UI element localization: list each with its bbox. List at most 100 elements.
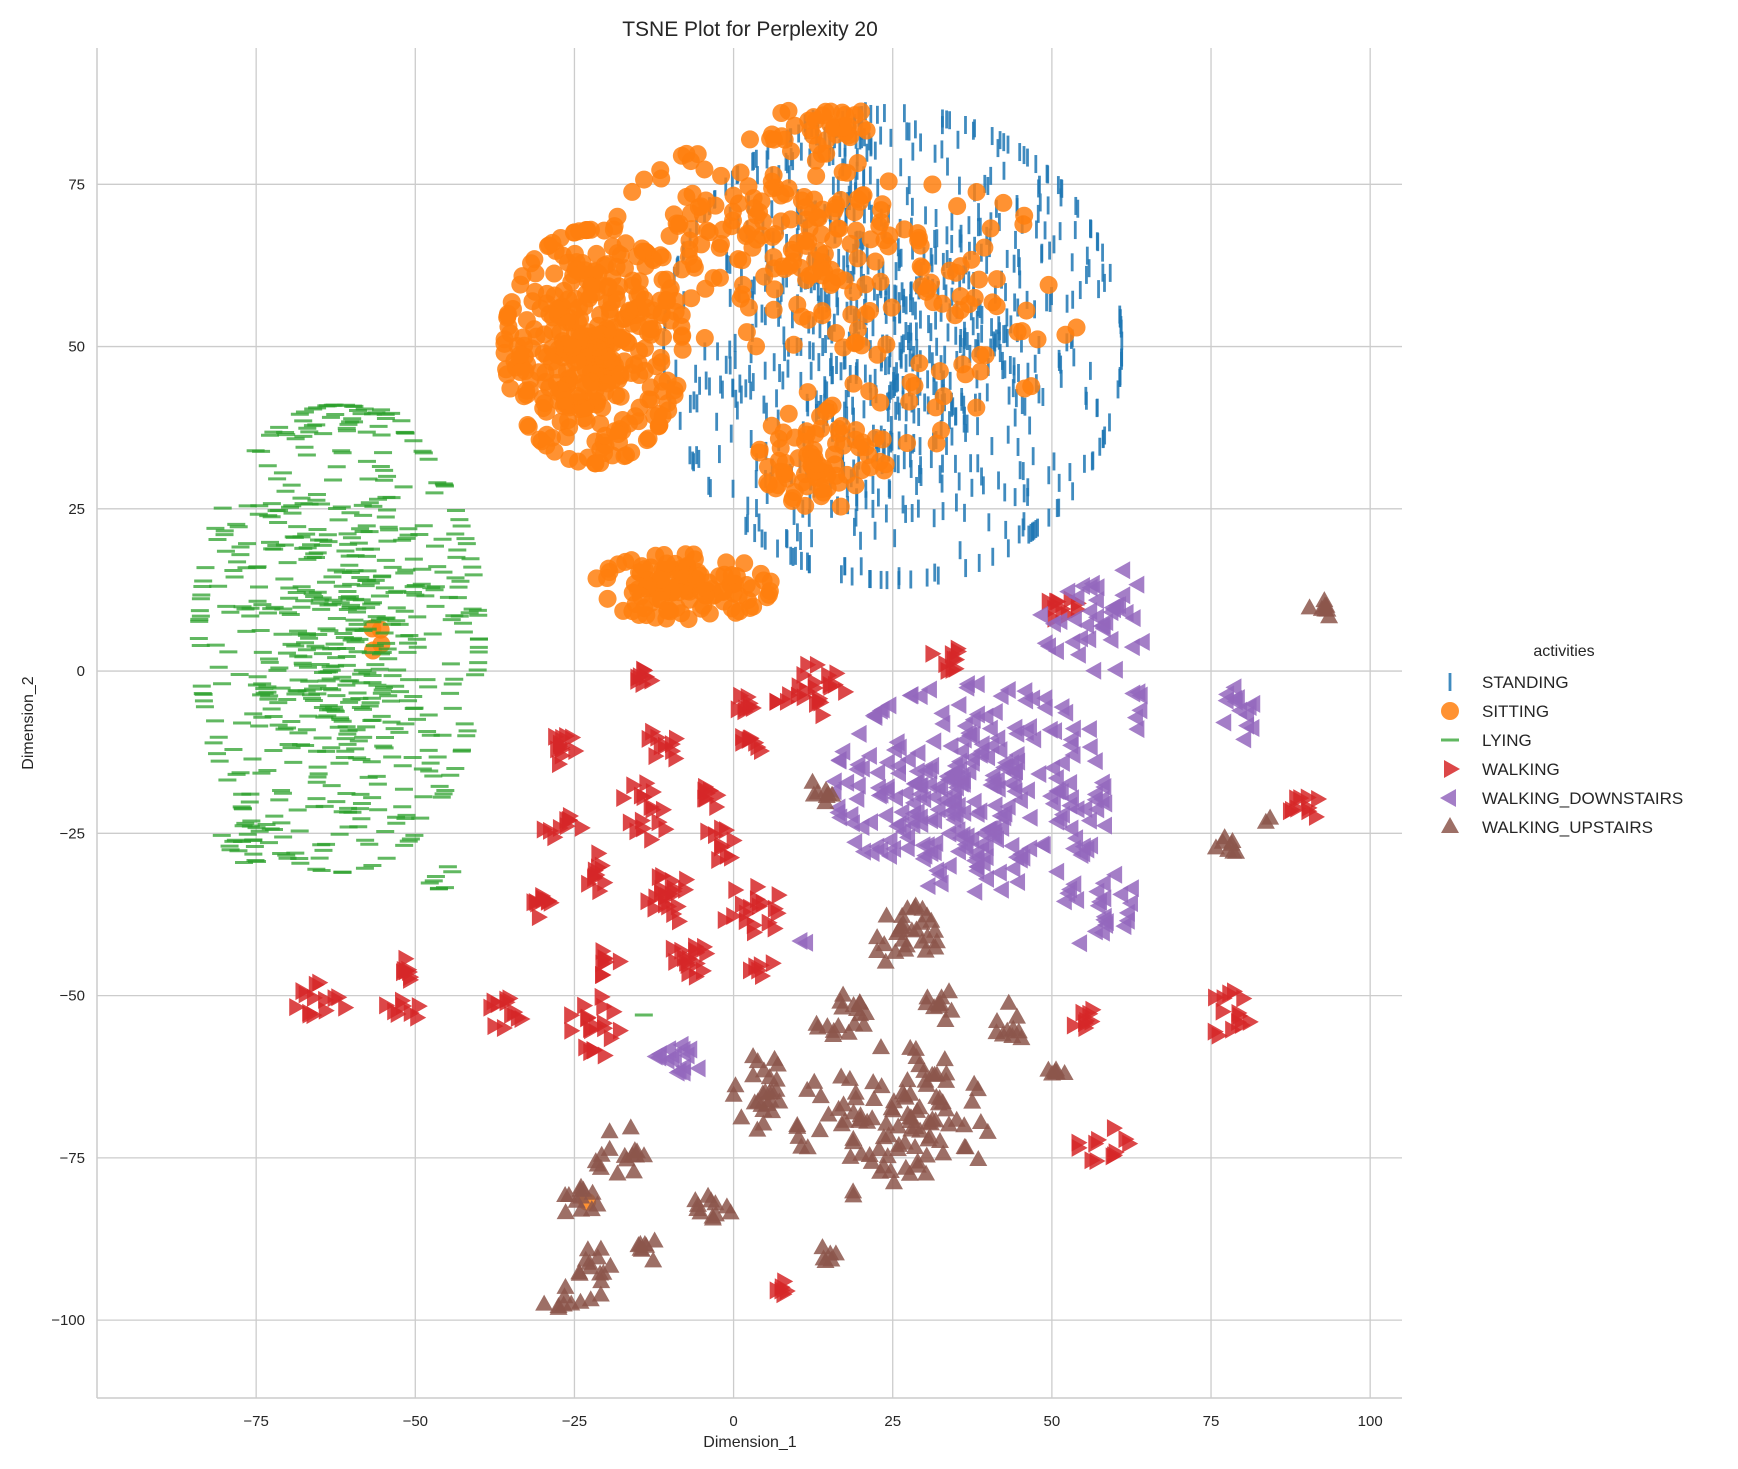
data-point — [559, 726, 576, 745]
data-point — [871, 1162, 890, 1179]
data-point — [815, 706, 832, 725]
data-point — [911, 257, 930, 276]
data-point — [829, 1016, 848, 1033]
data-point — [971, 362, 990, 381]
x-tick-label: −25 — [562, 1413, 587, 1430]
data-point — [770, 904, 787, 923]
data-point — [652, 169, 671, 188]
data-point — [951, 301, 970, 320]
data-point — [534, 399, 553, 418]
data-point — [665, 381, 684, 400]
data-point — [665, 1047, 682, 1066]
data-point — [932, 874, 949, 893]
data-point — [396, 960, 413, 979]
data-point — [937, 1064, 956, 1081]
data-point — [630, 342, 649, 361]
data-point — [752, 226, 771, 245]
data-point — [695, 329, 714, 348]
data-point — [703, 1209, 722, 1226]
data-point — [490, 995, 507, 1014]
data-point — [811, 1087, 830, 1104]
data-point — [616, 789, 633, 808]
data-point — [758, 457, 777, 476]
data-point — [834, 338, 853, 357]
data-point — [1235, 730, 1252, 749]
data-point — [726, 907, 743, 926]
data-point — [683, 184, 702, 203]
data-point — [661, 311, 680, 330]
data-point — [672, 327, 691, 346]
data-point — [890, 921, 909, 938]
data-point — [762, 416, 781, 435]
data-point — [535, 325, 554, 344]
data-point — [551, 412, 570, 431]
data-point — [868, 941, 887, 958]
data-point — [1095, 816, 1112, 835]
data-point — [823, 273, 842, 292]
data-point — [681, 152, 700, 171]
data-point — [735, 728, 752, 747]
data-point — [695, 160, 714, 179]
data-point — [813, 306, 832, 325]
data-point — [1057, 703, 1074, 722]
data-point — [753, 1084, 772, 1101]
data-point — [905, 1137, 924, 1154]
data-point — [853, 817, 870, 836]
data-point — [760, 1068, 779, 1085]
data-point — [847, 221, 866, 240]
data-point — [752, 1095, 771, 1112]
data-point — [884, 1092, 903, 1109]
data-point — [1093, 790, 1110, 809]
data-point — [645, 722, 662, 741]
data-point — [606, 1002, 623, 1021]
data-point — [1008, 322, 1027, 341]
data-point — [930, 362, 949, 381]
data-point — [722, 566, 741, 585]
data-point — [999, 993, 1018, 1010]
y-tick-label: 50 — [68, 339, 85, 356]
data-point — [687, 570, 706, 589]
data-point — [1066, 1016, 1083, 1035]
data-point — [713, 838, 730, 857]
data-point — [306, 988, 323, 1007]
data-point — [971, 1113, 990, 1130]
data-point — [974, 854, 991, 873]
legend-marker-walking_upstairs — [1441, 817, 1459, 833]
data-point — [767, 919, 784, 938]
data-point — [965, 1074, 984, 1091]
data-point — [862, 813, 879, 832]
data-point — [838, 773, 855, 792]
data-point — [884, 1173, 903, 1190]
data-point — [556, 1203, 575, 1220]
data-point — [942, 1001, 961, 1018]
data-point — [519, 417, 538, 436]
data-point — [564, 1021, 581, 1040]
data-point — [1078, 1019, 1095, 1038]
data-point — [990, 863, 1007, 882]
data-point — [536, 820, 553, 839]
data-point — [591, 1239, 610, 1256]
data-point — [905, 376, 924, 395]
data-point — [951, 287, 970, 306]
data-point — [889, 1135, 908, 1152]
data-point — [966, 882, 983, 901]
data-point — [813, 693, 830, 712]
data-point — [848, 320, 867, 339]
data-point — [591, 1264, 610, 1281]
data-point — [688, 1195, 707, 1212]
data-point — [1080, 811, 1097, 830]
data-point — [1106, 865, 1123, 884]
data-point — [758, 473, 777, 492]
data-point — [803, 772, 822, 789]
data-point — [1028, 330, 1047, 349]
data-point — [827, 323, 846, 342]
data-point — [812, 419, 831, 438]
data-point — [906, 1117, 925, 1134]
data-point — [781, 210, 800, 229]
data-point — [735, 554, 754, 573]
data-point — [898, 1071, 917, 1088]
data-point — [592, 882, 609, 901]
data-point — [1088, 1134, 1105, 1153]
data-point — [542, 352, 561, 371]
